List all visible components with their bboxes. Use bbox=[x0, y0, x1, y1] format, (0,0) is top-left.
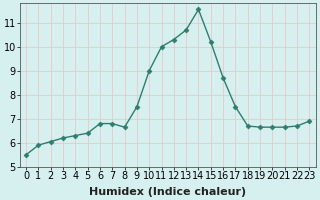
X-axis label: Humidex (Indice chaleur): Humidex (Indice chaleur) bbox=[89, 187, 246, 197]
